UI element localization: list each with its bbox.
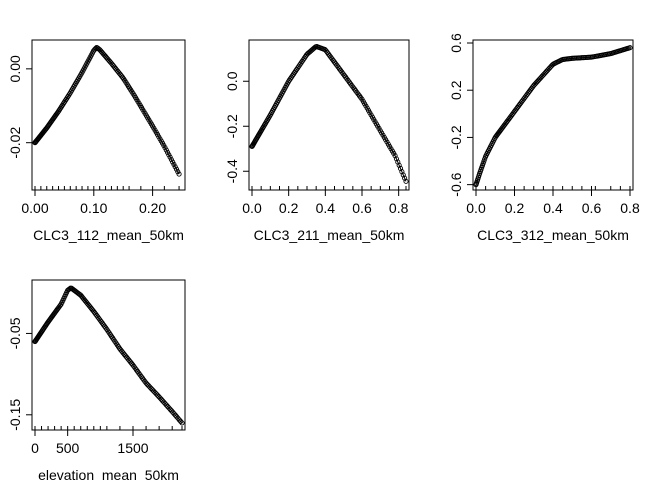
panel-2: 0.0 0.2 0.4 0.6 0.8 -0.4 -0.2 0.0 CLC3_211_mean_… (224, 39, 410, 243)
x-tick-label: 0.8 (389, 200, 409, 216)
data-point (627, 45, 633, 51)
data-point (481, 158, 487, 164)
series-points (32, 44, 182, 177)
y-tick-label: -0.2 (448, 125, 464, 149)
x-tick-label: 0.20 (139, 200, 166, 216)
panel-3: 0.0 0.2 0.4 0.6 0.8 -0.6 -0.2 0.2 0.6 CLC3_312_me… (448, 33, 640, 243)
data-point (175, 169, 181, 175)
data-point (147, 384, 153, 390)
panel-4: 0 500 1500 -0.15 -0.05 elevation_mean_50km (7, 279, 186, 480)
rug (251, 186, 407, 190)
rug (34, 186, 180, 190)
series-points (32, 285, 185, 426)
data-point (157, 395, 163, 401)
x-tick-label: 0 (31, 440, 39, 456)
data-point (156, 393, 162, 400)
y-tick-label: 0.00 (7, 55, 23, 82)
data-point (176, 171, 182, 177)
data-point (149, 387, 156, 393)
data-point (169, 408, 175, 414)
series-points (473, 45, 633, 188)
plot-frame (31, 279, 186, 431)
data-point (163, 402, 169, 408)
x-tick-label: 0.10 (80, 200, 107, 216)
series-points (249, 44, 409, 184)
data-point (153, 391, 159, 397)
x-axis-label: elevation_mean_50km (38, 467, 179, 480)
data-point (178, 418, 184, 424)
x-tick-label: 0.6 (582, 200, 602, 216)
x-tick-label: 0.4 (543, 200, 563, 216)
data-point (175, 415, 181, 421)
y-tick-label: -0.05 (7, 317, 23, 349)
x-tick-label: 0.00 (21, 200, 48, 216)
data-point (158, 396, 164, 402)
x-tick-label: 0.2 (505, 200, 525, 216)
y-tick-label: 0.6 (448, 33, 464, 53)
data-point (171, 411, 177, 417)
data-point (172, 412, 179, 418)
y-tick-label: 0.0 (224, 71, 240, 91)
rug (34, 426, 183, 430)
data-point (403, 178, 409, 184)
data-point (170, 409, 176, 415)
x-tick-label: 0.0 (466, 200, 486, 216)
data-point (148, 385, 154, 392)
data-point (393, 156, 399, 162)
y-tick-label: -0.2 (224, 114, 240, 138)
data-point (160, 398, 166, 404)
data-point (392, 153, 398, 159)
data-point (93, 46, 99, 52)
x-tick-label: 1500 (117, 440, 148, 456)
x-tick-label: 0.6 (352, 200, 372, 216)
x-axis-label: CLC3_312_mean_50km (477, 227, 629, 243)
x-tick-label: 0.4 (316, 200, 336, 216)
data-point (161, 399, 167, 405)
data-point (173, 166, 180, 172)
data-point (146, 383, 152, 389)
data-point (167, 406, 173, 412)
plot-frame (31, 39, 186, 191)
data-point (166, 405, 172, 411)
data-point (165, 403, 171, 410)
data-point (162, 401, 168, 407)
data-point (144, 381, 151, 388)
x-tick-label: 0.0 (242, 200, 262, 216)
x-axis-label: CLC3_112_mean_50km (33, 227, 184, 243)
series-line (251, 45, 407, 182)
data-point (154, 392, 161, 398)
y-tick-label: -0.6 (448, 172, 464, 196)
series-line (475, 47, 631, 185)
y-tick-label: -0.02 (7, 127, 23, 159)
data-point (151, 388, 157, 394)
plot-frame (248, 39, 410, 191)
x-tick-label: 0.2 (279, 200, 299, 216)
panel-1: 0.00 0.10 0.20 -0.02 0.00 CLC3_112_mean_50km (7, 39, 186, 243)
x-tick-label: 0.8 (620, 200, 640, 216)
y-tick-label: -0.4 (224, 159, 240, 183)
data-point (152, 389, 158, 396)
data-point (176, 417, 182, 423)
data-point (179, 420, 185, 426)
y-tick-label: 0.2 (448, 80, 464, 100)
x-tick-label: 500 (56, 440, 80, 456)
y-tick-label: -0.15 (7, 399, 23, 431)
x-axis-label: CLC3_211_mean_50km (254, 227, 405, 243)
rug (475, 186, 631, 190)
